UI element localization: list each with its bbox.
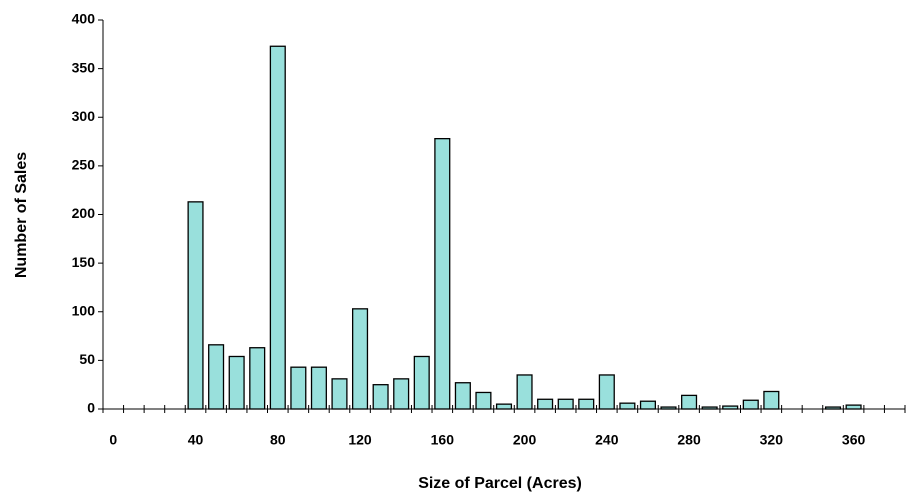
bar — [228, 355, 245, 410]
bar — [372, 384, 389, 410]
bar — [537, 398, 554, 410]
x-tick-label: 240 — [595, 432, 619, 448]
bar — [290, 366, 307, 410]
bar — [269, 45, 286, 410]
bar — [557, 398, 574, 410]
x-tick-label: 0 — [109, 432, 117, 448]
bar — [475, 391, 492, 410]
y-tick-label: 200 — [72, 205, 96, 221]
bar — [578, 398, 595, 410]
x-tick-label: 120 — [348, 432, 372, 448]
x-axis-title: Size of Parcel (Acres) — [418, 475, 582, 492]
bar — [722, 405, 739, 410]
bar — [639, 400, 657, 410]
y-tick-label: 100 — [72, 302, 96, 318]
x-tick-label: 280 — [677, 432, 701, 448]
x-tick-label: 40 — [188, 432, 204, 448]
bar — [660, 406, 677, 410]
x-tick-label: 360 — [842, 432, 866, 448]
bar — [763, 390, 780, 410]
x-tick-label: 80 — [270, 432, 286, 448]
bar — [516, 374, 533, 410]
y-tick-label: 300 — [72, 108, 96, 124]
bar — [845, 404, 862, 410]
x-tick-label: 200 — [513, 432, 537, 448]
y-tick-label: 350 — [72, 59, 96, 75]
bar — [824, 406, 842, 410]
bar — [393, 378, 410, 410]
bar — [598, 374, 615, 410]
y-tick-label: 400 — [72, 11, 96, 27]
bar — [187, 201, 204, 410]
bar — [434, 137, 451, 410]
bar — [310, 366, 327, 410]
bar — [454, 382, 471, 410]
bar — [208, 344, 225, 410]
bar — [351, 308, 369, 410]
y-axis-title: Number of Sales — [13, 152, 30, 278]
bar — [495, 403, 513, 410]
bar — [681, 394, 698, 410]
y-tick-label: 0 — [87, 400, 95, 416]
x-tick-label: 320 — [760, 432, 784, 448]
y-tick-label: 150 — [72, 254, 96, 270]
y-tick-label: 250 — [72, 157, 96, 173]
bar — [619, 402, 636, 410]
bar — [742, 399, 759, 410]
bar — [701, 406, 718, 410]
bar — [249, 347, 266, 410]
y-tick-label: 50 — [79, 351, 95, 367]
x-tick-label: 160 — [431, 432, 455, 448]
bar — [331, 378, 348, 410]
bar — [413, 355, 430, 410]
